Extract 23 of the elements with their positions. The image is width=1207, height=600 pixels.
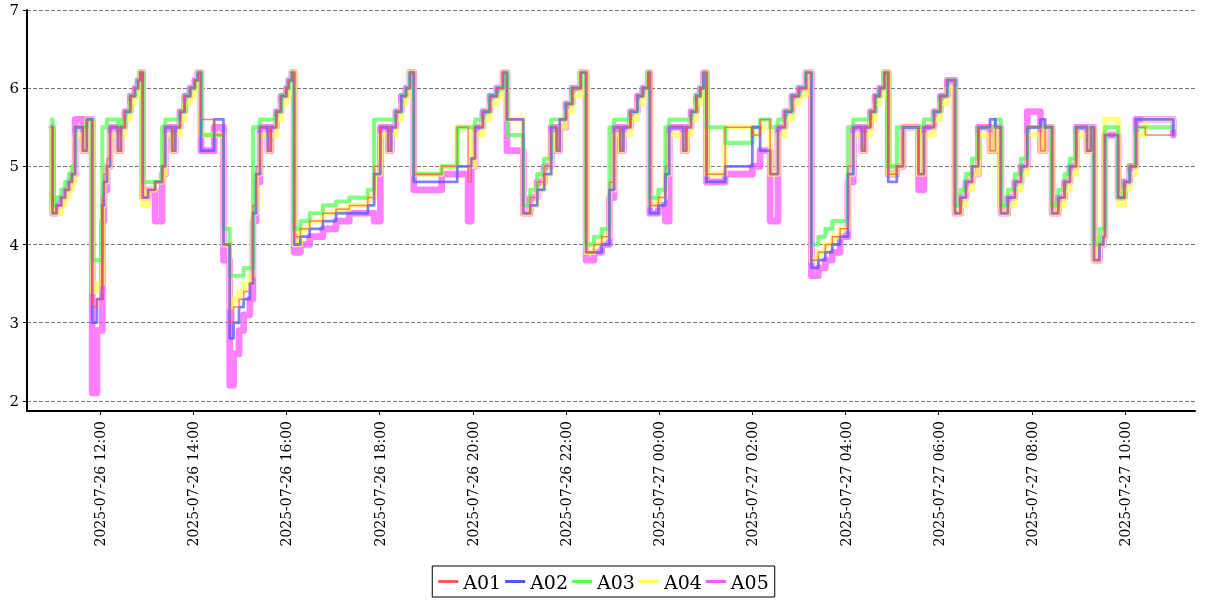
x-tick-label: 2025-07-26 16:00	[278, 421, 295, 547]
y-tick-label: 5	[9, 157, 19, 176]
x-tick-label: 2025-07-27 08:00	[1023, 421, 1040, 547]
x-tick-label: 2025-07-27 10:00	[1117, 421, 1134, 547]
x-tick-label: 2025-07-26 18:00	[371, 421, 388, 547]
x-tick-label: 2025-07-26 12:00	[92, 421, 108, 547]
y-tick-label: 7	[9, 1, 19, 19]
x-tick-label: 2025-07-27 04:00	[837, 421, 854, 547]
x-tick-label: 2025-07-26 20:00	[464, 421, 481, 547]
legend-label: A04	[662, 570, 702, 593]
x-tick-label: 2025-07-27 06:00	[930, 421, 947, 547]
x-tick-label: 2025-07-27 02:00	[744, 421, 761, 547]
legend-label: A05	[729, 570, 769, 593]
x-tick-label: 2025-07-27 00:00	[651, 421, 668, 547]
x-tick-label: 2025-07-26 14:00	[185, 421, 202, 547]
x-tick-label: 2025-07-26 22:00	[557, 421, 574, 547]
y-tick-label: 3	[9, 313, 19, 332]
y-tick-label: 6	[9, 79, 19, 98]
legend-label: A02	[529, 570, 569, 593]
y-tick-label: 4	[9, 235, 19, 254]
legend-label: A01	[462, 570, 502, 593]
legend-label: A03	[596, 570, 635, 593]
y-tick-label: 2	[9, 391, 19, 410]
